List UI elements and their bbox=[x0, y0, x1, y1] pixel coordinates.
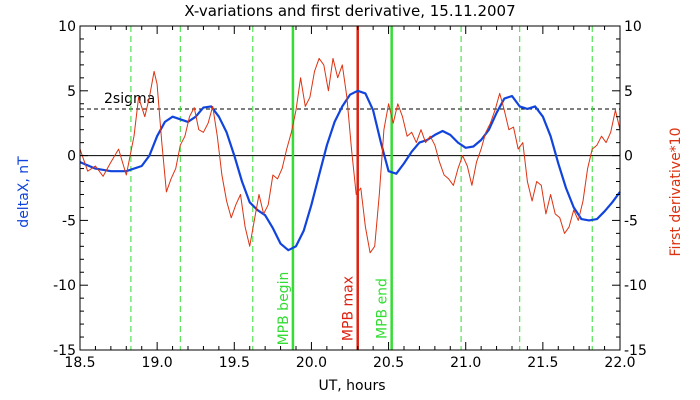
x-tick-label: 22.0 bbox=[604, 355, 635, 371]
y-tick-label-left: 5 bbox=[67, 84, 76, 100]
y-tick-label-right: -10 bbox=[624, 278, 647, 294]
event-label: MPB begin bbox=[276, 272, 292, 346]
derivative-series-line bbox=[79, 57, 621, 254]
y-tick-label-left: -5 bbox=[62, 213, 76, 229]
x-tick-label: 19.0 bbox=[142, 355, 173, 371]
y-tick-label-right: -5 bbox=[624, 213, 638, 229]
x-tick-label: 20.0 bbox=[296, 355, 327, 371]
y-axis-label-right: First derivative*10 bbox=[668, 127, 684, 256]
x-tick-label: 18.5 bbox=[64, 355, 95, 371]
x-tick-label: 20.5 bbox=[373, 355, 404, 371]
threshold-label: 2sigma bbox=[104, 91, 155, 107]
event-label: MPB end bbox=[375, 278, 391, 339]
x-tick-label: 21.0 bbox=[450, 355, 481, 371]
y-tick-label-right: 10 bbox=[624, 19, 642, 35]
x-tick-label: 21.5 bbox=[527, 355, 558, 371]
y-tick-label-right: 5 bbox=[624, 84, 633, 100]
y-tick-label-right: 0 bbox=[624, 149, 633, 165]
x-axis-label: UT, hours bbox=[318, 378, 385, 394]
x-tick-label: 19.5 bbox=[219, 355, 250, 371]
plot-frame bbox=[79, 25, 621, 351]
chart-title: X-variations and first derivative, 15.11… bbox=[184, 2, 515, 20]
y-tick-label-left: -15 bbox=[53, 343, 76, 359]
y-tick-label-left: 10 bbox=[58, 19, 76, 35]
event-label: MPB max bbox=[341, 276, 357, 341]
plot-area bbox=[80, 26, 620, 350]
y-tick-label-right: -15 bbox=[624, 343, 647, 359]
y-tick-label-left: -10 bbox=[53, 278, 76, 294]
y-axis-label-left: deltaX, nT bbox=[16, 156, 32, 228]
y-tick-label-left: 0 bbox=[67, 149, 76, 165]
